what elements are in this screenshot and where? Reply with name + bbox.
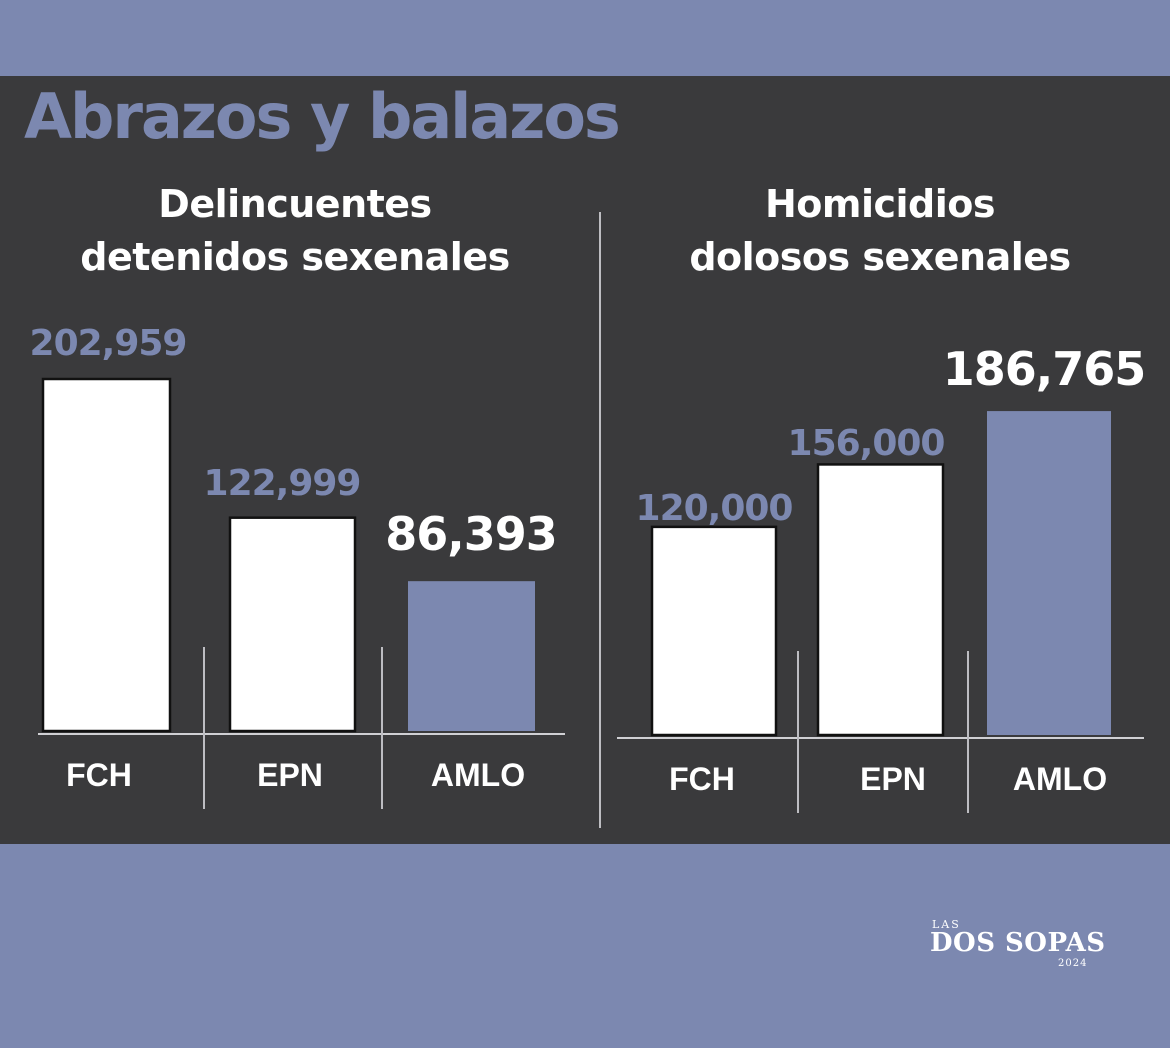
logo-year: 2024 [1058, 958, 1088, 969]
chart1-category-label-epn: EPN [257, 757, 323, 793]
chart1-category-label-amlo: AMLO [431, 757, 525, 793]
chart2-category-label-epn: EPN [860, 761, 926, 797]
logo-las: LAS [932, 918, 961, 931]
chart2-title-line1: Homicidios [764, 182, 996, 226]
chart2-title-line2: dolosos sexenales [689, 235, 1071, 279]
chart1-category-label-fch: FCH [66, 757, 132, 793]
chart1-value-label-epn: 122,999 [204, 463, 361, 504]
chart2-bar-amlo [987, 411, 1111, 735]
chart1-value-label-fch: 202,959 [30, 323, 187, 364]
chart1-bar-epn [228, 516, 357, 733]
chart-panel [0, 76, 1170, 844]
chart1-bar-fch [41, 377, 172, 733]
chart2-category-label-amlo: AMLO [1013, 761, 1107, 797]
chart2-value-label-epn: 156,000 [788, 423, 945, 464]
chart1-title-line2: detenidos sexenales [80, 235, 510, 279]
chart2-value-label-fch: 120,000 [636, 488, 793, 529]
chart1-title-line1: Delincuentes [158, 182, 432, 226]
chart2-category-label-fch: FCH [669, 761, 735, 797]
chart2-bar-fch [650, 525, 778, 737]
chart2-title: Homicidios dolosos sexenales [640, 178, 1120, 284]
chart2-bar-epn [816, 463, 945, 737]
chart2-value-label-amlo: 186,765 [943, 342, 1146, 396]
chart1-title: Delincuentes detenidos sexenales [40, 178, 550, 284]
chart1-bar-amlo [408, 581, 535, 731]
chart1-value-label-amlo: 86,393 [385, 507, 557, 561]
logo-main: DOS SOPAS [930, 928, 1106, 958]
page-title: Abrazos y balazos [24, 80, 621, 153]
